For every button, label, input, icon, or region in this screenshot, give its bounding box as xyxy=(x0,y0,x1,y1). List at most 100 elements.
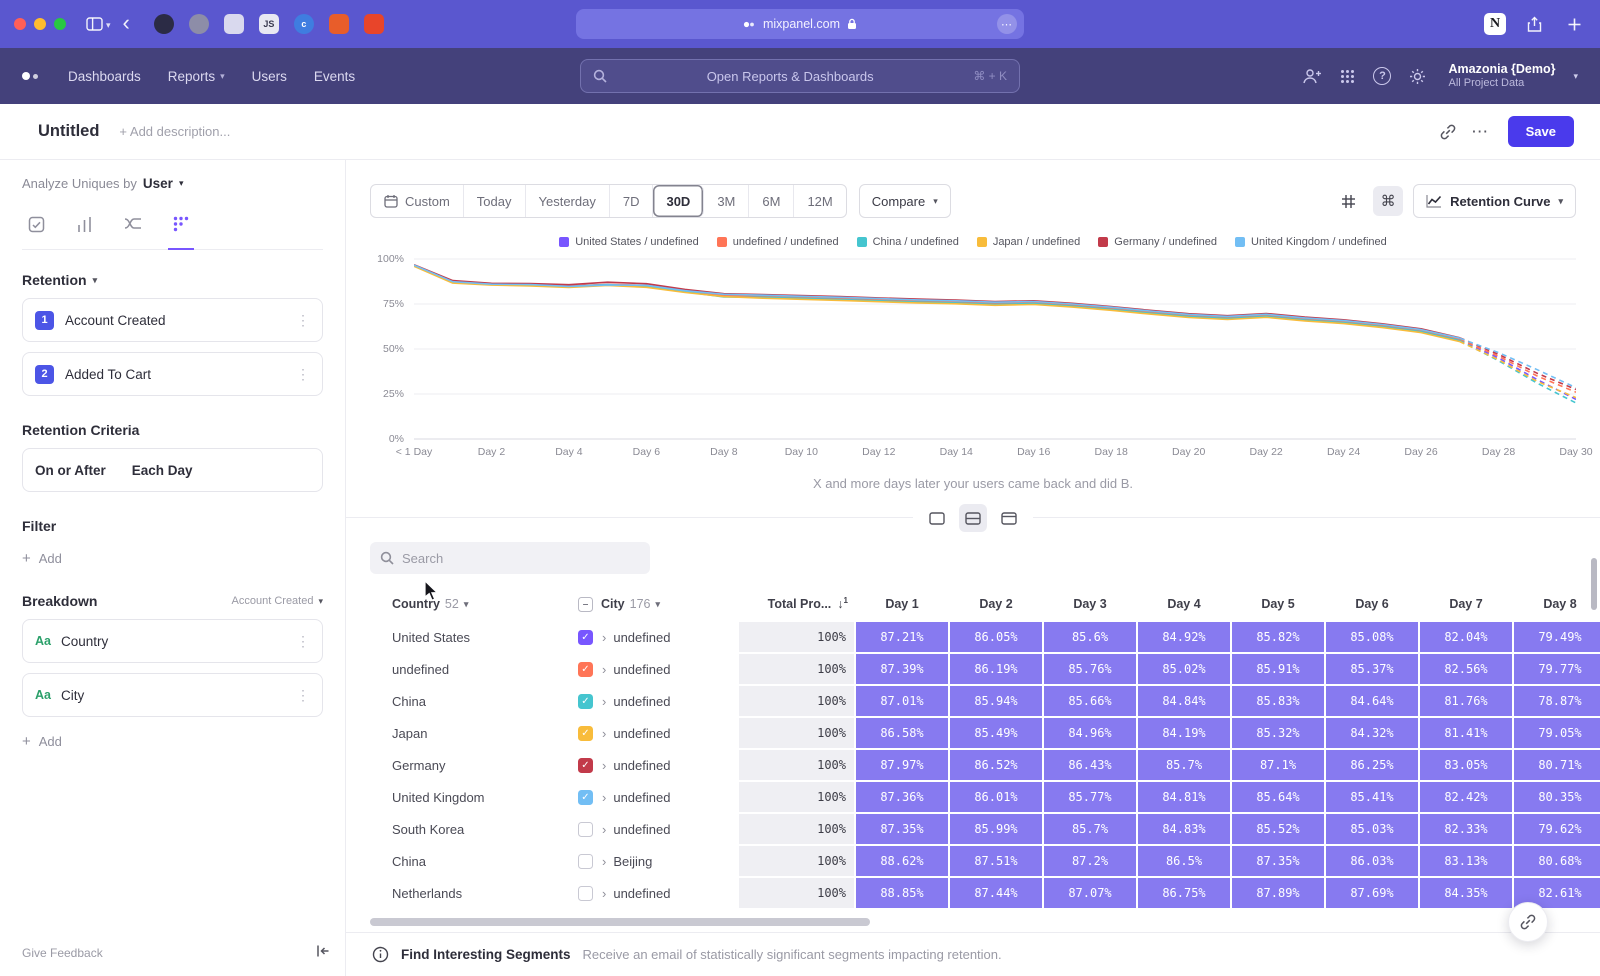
mixpanel-logo[interactable] xyxy=(22,72,38,80)
global-search[interactable]: Open Reports & Dashboards ⌘ + K xyxy=(580,59,1020,93)
timer-extension-icon[interactable] xyxy=(154,14,174,34)
nav-item-dashboards[interactable]: Dashboards xyxy=(68,69,141,84)
row-checkbox[interactable]: ✓ xyxy=(578,630,593,645)
table-search-input[interactable] xyxy=(402,551,640,566)
settings-gear-icon[interactable] xyxy=(1409,68,1426,85)
nav-item-events[interactable]: Events xyxy=(314,69,355,84)
maximize-window-button[interactable] xyxy=(54,18,66,30)
orange-app-extension-icon[interactable] xyxy=(329,14,349,34)
report-title[interactable]: Untitled xyxy=(38,122,99,141)
nav-item-reports[interactable]: Reports▾ xyxy=(168,69,225,84)
date-range-yesterday[interactable]: Yesterday xyxy=(526,185,610,217)
table-only-view-icon[interactable] xyxy=(995,504,1023,532)
nav-item-users[interactable]: Users xyxy=(252,69,287,84)
date-range-custom[interactable]: Custom xyxy=(371,185,464,217)
legend-item[interactable]: United Kingdom / undefined xyxy=(1235,236,1387,248)
give-feedback-link[interactable]: Give Feedback xyxy=(22,946,103,960)
add-breakdown-button[interactable]: + Add xyxy=(22,733,323,750)
invite-user-icon[interactable] xyxy=(1302,68,1322,85)
date-range-6m[interactable]: 6M xyxy=(749,185,794,217)
compare-button[interactable]: Compare ▾ xyxy=(859,184,951,218)
url-options-icon[interactable]: ⋯ xyxy=(997,14,1017,34)
day-column-header[interactable]: Day 2 xyxy=(950,588,1042,620)
day-column-header[interactable]: Day 8 xyxy=(1514,588,1600,620)
find-segments-link[interactable]: Find Interesting Segments xyxy=(401,947,571,962)
retention-step-2[interactable]: 2Added To Cart⋮ xyxy=(22,352,323,396)
add-description-button[interactable]: + Add description... xyxy=(119,124,230,139)
row-checkbox[interactable] xyxy=(578,822,593,837)
expand-chevron-icon[interactable]: › xyxy=(602,886,606,901)
criteria-interval-select[interactable]: Each Day xyxy=(132,463,193,478)
breakdown-context-select[interactable]: Account Created ▾ xyxy=(232,595,323,607)
browser-sidebar-toggle-icon[interactable] xyxy=(82,12,106,36)
breakdown-item-city[interactable]: AaCity⋮ xyxy=(22,673,323,717)
row-checkbox[interactable]: ✓ xyxy=(578,662,593,677)
date-range-7d[interactable]: 7D xyxy=(610,185,654,217)
tab-flows[interactable] xyxy=(122,207,144,249)
legend-item[interactable]: China / undefined xyxy=(857,236,959,248)
row-checkbox[interactable] xyxy=(578,886,593,901)
row-checkbox[interactable]: ✓ xyxy=(578,758,593,773)
legend-item[interactable]: United States / undefined xyxy=(559,236,699,248)
legend-item[interactable]: Germany / undefined xyxy=(1098,236,1217,248)
analyze-uniques-selector[interactable]: Analyze Uniques by User ▾ xyxy=(22,176,323,191)
more-options-icon[interactable]: ⋯ xyxy=(1464,116,1496,148)
tab-insights[interactable] xyxy=(26,207,47,249)
save-button[interactable]: Save xyxy=(1508,116,1574,147)
notion-icon[interactable]: N xyxy=(1484,13,1506,35)
chart-only-view-icon[interactable] xyxy=(923,504,951,532)
row-checkbox[interactable]: ✓ xyxy=(578,790,593,805)
legend-item[interactable]: undefined / undefined xyxy=(717,236,839,248)
date-range-12m[interactable]: 12M xyxy=(794,185,845,217)
date-range-today[interactable]: Today xyxy=(464,185,526,217)
chart-type-select[interactable]: Retention Curve ▾ xyxy=(1413,184,1576,218)
expand-chevron-icon[interactable]: › xyxy=(602,758,606,773)
collapse-sidebar-icon[interactable] xyxy=(315,943,331,964)
retention-step-1[interactable]: 1Account Created⋮ xyxy=(22,298,323,342)
chevron-down-icon[interactable]: ▾ xyxy=(106,20,111,31)
row-checkbox[interactable]: ✓ xyxy=(578,694,593,709)
expand-chevron-icon[interactable]: › xyxy=(602,854,606,869)
day-column-header[interactable]: Day 3 xyxy=(1044,588,1136,620)
url-bar[interactable]: mixpanel.com ⋯ xyxy=(576,9,1024,39)
day-column-header[interactable]: Day 5 xyxy=(1232,588,1324,620)
share-link-fab[interactable] xyxy=(1508,902,1548,942)
retention-section-header[interactable]: Retention ▾ xyxy=(22,272,323,288)
minimize-window-button[interactable] xyxy=(34,18,46,30)
expand-chevron-icon[interactable]: › xyxy=(602,662,606,677)
expand-chevron-icon[interactable]: › xyxy=(602,822,606,837)
back-button[interactable]: ‹ xyxy=(123,12,130,34)
row-checkbox[interactable] xyxy=(578,854,593,869)
date-range-3m[interactable]: 3M xyxy=(704,185,749,217)
city-column-header[interactable]: –City176▾ xyxy=(542,588,737,620)
project-switcher[interactable]: Amazonia {Demo} All Project Data xyxy=(1448,62,1555,90)
total-column-header[interactable]: Total Pro...↓1 xyxy=(739,588,854,620)
day-column-header[interactable]: Day 4 xyxy=(1138,588,1230,620)
table-search[interactable] xyxy=(370,542,650,574)
horizontal-scrollbar-thumb[interactable] xyxy=(370,918,870,926)
day-column-header[interactable]: Day 6 xyxy=(1326,588,1418,620)
city-select-all-checkbox[interactable]: – xyxy=(578,597,593,612)
row-checkbox[interactable]: ✓ xyxy=(578,726,593,741)
tab-retention[interactable] xyxy=(171,207,191,249)
kebab-menu-icon[interactable]: ⋮ xyxy=(296,687,310,704)
js-extension-icon[interactable]: JS xyxy=(259,14,279,34)
expand-chevron-icon[interactable]: › xyxy=(602,630,606,645)
notes-extension-icon[interactable] xyxy=(189,14,209,34)
day-column-header[interactable]: Day 7 xyxy=(1420,588,1512,620)
date-range-30d[interactable]: 30D xyxy=(653,185,704,217)
red-app-extension-icon[interactable] xyxy=(364,14,384,34)
share-icon[interactable] xyxy=(1522,12,1546,36)
copy-link-icon[interactable] xyxy=(1432,116,1464,148)
keyboard-shortcuts-icon[interactable]: ⌘ xyxy=(1373,186,1403,216)
breakdown-item-country[interactable]: AaCountry⋮ xyxy=(22,619,323,663)
tab-funnels[interactable] xyxy=(74,207,95,249)
expand-chevron-icon[interactable]: › xyxy=(602,790,606,805)
kebab-menu-icon[interactable]: ⋮ xyxy=(296,633,310,650)
grid-view-icon[interactable] xyxy=(1333,186,1363,216)
country-column-header[interactable]: Country52▾ xyxy=(370,588,540,620)
close-window-button[interactable] xyxy=(14,18,26,30)
expand-chevron-icon[interactable]: › xyxy=(602,694,606,709)
new-tab-icon[interactable] xyxy=(1562,12,1586,36)
add-filter-button[interactable]: + Add xyxy=(22,550,323,567)
